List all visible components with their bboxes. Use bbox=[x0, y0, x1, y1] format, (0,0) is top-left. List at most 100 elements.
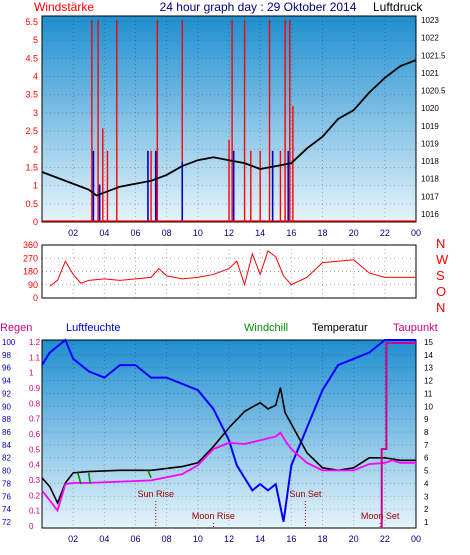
humidity-tick-label: 90 bbox=[2, 402, 11, 411]
x-tick-label: 22 bbox=[380, 228, 390, 238]
panel2-marks bbox=[49, 250, 416, 287]
temperature-tick-label: 10 bbox=[424, 402, 433, 411]
compass-label: N bbox=[436, 236, 445, 251]
wind-tick-label: 3 bbox=[33, 108, 38, 118]
wind-tick-label: 0 bbox=[33, 217, 38, 227]
chart-title: 24 hour graph day : 29 Oktober 2014 bbox=[160, 0, 357, 14]
x-tick-label: 02 bbox=[68, 534, 78, 544]
humidity-tick-label: 76 bbox=[2, 492, 11, 501]
compass-label: W bbox=[436, 252, 449, 267]
x-tick-label: 10 bbox=[193, 534, 203, 544]
direction-line bbox=[49, 250, 416, 287]
humidity-tick-label: 100 bbox=[2, 338, 16, 347]
x-tick-label: 04 bbox=[99, 228, 109, 238]
taupunkt-label: Taupunkt bbox=[393, 322, 438, 334]
direction-tick-label: 360 bbox=[23, 240, 38, 250]
x-tick-label: 14 bbox=[255, 534, 265, 544]
x-tick-label: 00 bbox=[411, 534, 421, 544]
temperature-tick-label: 15 bbox=[424, 338, 433, 347]
compass-label: O bbox=[436, 284, 446, 299]
temperature-tick-label: 9 bbox=[424, 415, 429, 424]
humidity-tick-label: 74 bbox=[2, 505, 11, 514]
wind-tick-label: 3.5 bbox=[25, 90, 38, 100]
pressure-tick-label: 1019 bbox=[421, 139, 439, 148]
x-tick-label: 00 bbox=[411, 228, 421, 238]
x-tick-label: 10 bbox=[193, 228, 203, 238]
astro-annotation: Sun Rise bbox=[137, 489, 174, 499]
humidity-tick-label: 72 bbox=[2, 518, 11, 527]
luftfeuchte-label: Luftfeuchte bbox=[66, 322, 120, 334]
temperatur-label: Temperatur bbox=[312, 322, 368, 334]
regen-label: Regen bbox=[0, 322, 32, 334]
windchill-mark bbox=[147, 470, 152, 479]
pressure-tick-label: 1023 bbox=[421, 16, 439, 25]
astro-annotation: Moon Set bbox=[361, 511, 400, 521]
wind-tick-label: 2 bbox=[33, 144, 38, 154]
humidity-tick-label: 86 bbox=[2, 428, 11, 437]
humidity-tick-label: 78 bbox=[2, 479, 11, 488]
x-tick-label: 06 bbox=[130, 228, 140, 238]
wind-tick-label: 0.5 bbox=[25, 199, 38, 209]
pressure-tick-label: 1018 bbox=[421, 175, 439, 184]
humidity-tick-label: 80 bbox=[2, 467, 11, 476]
pressure-tick-label: 1018 bbox=[421, 157, 439, 166]
temperature-tick-label: 7 bbox=[424, 441, 429, 450]
pressure-tick-label: 1019 bbox=[421, 122, 439, 131]
panel1-marks bbox=[41, 19, 417, 222]
direction-tick-label: 180 bbox=[23, 267, 38, 277]
regen-tick-label: 0.3 bbox=[29, 476, 41, 485]
humidity-line bbox=[41, 338, 416, 522]
x-tick-label: 02 bbox=[68, 228, 78, 238]
pressure-tick-label: 1021.5 bbox=[421, 51, 446, 60]
panel3-grid bbox=[42, 340, 417, 528]
pressure-tick-label: 1020 bbox=[421, 104, 439, 113]
panel3-marks bbox=[41, 338, 416, 528]
x-tick-label: 16 bbox=[286, 228, 296, 238]
pressure-tick-label: 1021 bbox=[421, 69, 439, 78]
compass-label: S bbox=[436, 268, 445, 283]
humidity-tick-label: 96 bbox=[2, 364, 11, 373]
regen-tick-label: 0.6 bbox=[29, 430, 41, 439]
temperature-tick-label: 8 bbox=[424, 428, 429, 437]
x-tick-label: 20 bbox=[349, 228, 359, 238]
x-tick-label: 18 bbox=[317, 534, 327, 544]
regen-tick-label: 0.2 bbox=[29, 491, 41, 500]
astro-annotation: Moon Rise bbox=[192, 511, 235, 521]
x-tick-label: 04 bbox=[99, 534, 109, 544]
humidity-tick-label: 88 bbox=[2, 415, 11, 424]
regen-tick-label: 0 bbox=[29, 522, 34, 531]
x-tick-label: 16 bbox=[286, 534, 296, 544]
panel3-tick-labels: 00.10.20.30.40.50.60.70.80.911.11.272747… bbox=[2, 338, 433, 544]
regen-tick-label: 1.2 bbox=[29, 338, 41, 347]
temperature-tick-label: 11 bbox=[424, 389, 433, 398]
temperature-tick-label: 13 bbox=[424, 364, 433, 373]
regen-tick-label: 0.8 bbox=[29, 399, 41, 408]
wind-tick-label: 5.5 bbox=[25, 17, 38, 27]
wind-tick-label: 5 bbox=[33, 35, 38, 45]
temperature-tick-label: 12 bbox=[424, 377, 433, 386]
humidity-tick-label: 94 bbox=[2, 377, 11, 386]
regen-tick-label: 1.1 bbox=[29, 353, 41, 362]
humidity-tick-label: 92 bbox=[2, 389, 11, 398]
temperature-tick-label: 14 bbox=[424, 351, 433, 360]
pressure-tick-label: 1020.5 bbox=[421, 87, 446, 96]
regen-tick-label: 0.7 bbox=[29, 415, 41, 424]
temperature-tick-label: 2 bbox=[424, 505, 429, 514]
wind-tick-label: 2.5 bbox=[25, 126, 38, 136]
compass-label: N bbox=[436, 300, 445, 315]
direction-tick-label: 0 bbox=[33, 293, 38, 303]
dewpoint-line bbox=[41, 431, 416, 513]
x-tick-label: 06 bbox=[130, 534, 140, 544]
pressure-line bbox=[41, 59, 417, 197]
regen-tick-label: 0.5 bbox=[29, 445, 41, 454]
wind-tick-label: 4.5 bbox=[25, 53, 38, 63]
windchill-mark bbox=[87, 472, 92, 485]
panel2-grid bbox=[42, 245, 417, 298]
humidity-tick-label: 84 bbox=[2, 441, 11, 450]
x-tick-label: 22 bbox=[380, 534, 390, 544]
regen-tick-label: 0.1 bbox=[29, 507, 41, 516]
windstaerke-label: Windstärke bbox=[34, 0, 94, 14]
humidity-tick-label: 82 bbox=[2, 454, 11, 463]
